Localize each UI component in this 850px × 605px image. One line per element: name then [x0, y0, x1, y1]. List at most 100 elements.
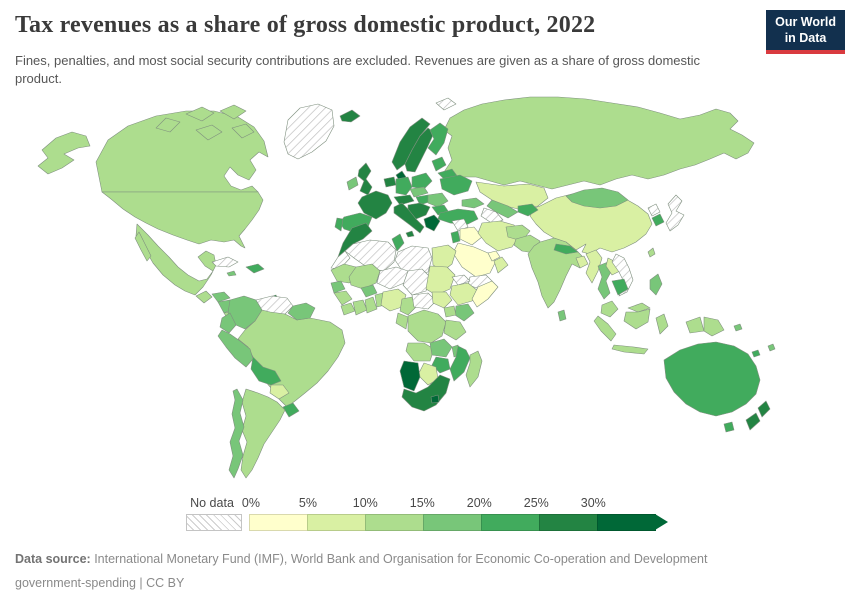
country-portugal[interactable] [334, 217, 344, 232]
country-egypt[interactable] [431, 244, 457, 272]
country-romania[interactable] [427, 192, 449, 208]
country-benelux[interactable] [383, 176, 397, 188]
country-france[interactable] [357, 190, 393, 220]
country-ukraine[interactable] [439, 174, 473, 196]
country-svalbard[interactable] [435, 97, 457, 111]
country-italy[interactable] [405, 230, 415, 238]
country-czech-slovakia[interactable] [409, 186, 429, 198]
country-madagascar[interactable] [465, 350, 483, 388]
country-new-caledonia[interactable] [751, 349, 761, 358]
country-indonesia[interactable] [685, 316, 705, 334]
country-tanzania[interactable] [443, 319, 467, 341]
country-brazil[interactable] [237, 309, 346, 408]
country-papua-new-guinea[interactable] [703, 316, 725, 337]
country-israel-jordan[interactable] [450, 230, 461, 244]
legend-bin-6[interactable] [597, 514, 656, 531]
country-peru[interactable] [217, 329, 254, 368]
country-fiji[interactable] [767, 343, 776, 352]
country-malaysia[interactable] [600, 300, 619, 318]
country-algeria[interactable] [344, 239, 397, 272]
country-austria-switzerland[interactable] [393, 194, 415, 206]
country-drc[interactable] [407, 309, 447, 344]
country-burkina-faso[interactable] [360, 284, 378, 298]
country-canada[interactable] [155, 117, 181, 133]
country-russia[interactable] [443, 96, 755, 190]
legend-bin-5[interactable] [539, 514, 598, 531]
country-venezuela[interactable] [255, 295, 294, 315]
legend-bin-2[interactable] [365, 514, 424, 531]
country-canada[interactable] [219, 104, 247, 120]
country-taiwan[interactable] [647, 247, 656, 258]
country-senegal[interactable] [330, 280, 346, 294]
country-solomon-islands[interactable] [733, 323, 743, 332]
country-mexico[interactable] [135, 223, 217, 296]
country-australia[interactable] [663, 341, 761, 417]
country-angola[interactable] [405, 342, 435, 362]
owid-logo[interactable]: Our World in Data [766, 10, 845, 55]
country-canada[interactable] [195, 124, 223, 141]
country-kyrgyzstan-tajikistan[interactable] [517, 203, 539, 217]
country-ethiopia[interactable] [449, 282, 479, 306]
country-usa[interactable] [37, 131, 91, 175]
country-caucasus[interactable] [461, 197, 485, 209]
country-uzbekistan[interactable] [486, 199, 519, 219]
country-bangladesh[interactable] [575, 255, 589, 269]
country-australia[interactable] [723, 421, 735, 433]
country-paraguay[interactable] [269, 384, 290, 400]
country-sierra-leone-liberia[interactable] [340, 302, 356, 316]
country-cuba[interactable] [211, 256, 239, 268]
country-lesotho[interactable] [430, 394, 440, 404]
country-philippines[interactable] [649, 273, 663, 296]
country-jamaica[interactable] [226, 270, 237, 277]
country-guatemala[interactable] [195, 290, 213, 304]
country-myanmar[interactable] [585, 249, 603, 284]
country-greece[interactable] [423, 214, 441, 232]
country-new-zealand[interactable] [745, 412, 761, 431]
country-bolivia[interactable] [250, 356, 282, 386]
country-canada[interactable] [185, 106, 215, 122]
country-indonesia[interactable] [611, 344, 649, 355]
license-badge[interactable]: CC BY [146, 575, 185, 590]
country-greenland[interactable] [283, 103, 335, 160]
country-cameroon[interactable] [399, 296, 417, 316]
country-congo-gabon[interactable] [395, 312, 409, 330]
country-guyana[interactable] [287, 302, 316, 321]
legend-bin-3[interactable] [423, 514, 482, 531]
country-chile[interactable] [228, 388, 245, 479]
country-kenya[interactable] [454, 303, 475, 322]
country-hispaniola[interactable] [245, 263, 265, 274]
country-eritrea[interactable] [451, 274, 471, 286]
country-chad[interactable] [402, 268, 431, 296]
country-finland[interactable] [427, 122, 449, 156]
country-ghana[interactable] [364, 296, 378, 314]
country-kazakhstan[interactable] [475, 181, 549, 211]
country-indonesia[interactable] [623, 308, 651, 330]
country-zambia[interactable] [429, 338, 453, 358]
country-iraq[interactable] [459, 226, 483, 246]
country-usa[interactable] [101, 191, 264, 249]
country-norway[interactable] [391, 117, 431, 171]
country-uganda[interactable] [443, 305, 457, 318]
country-uruguay[interactable] [282, 402, 300, 418]
country-sudan[interactable] [425, 265, 456, 296]
country-turkey[interactable] [437, 208, 479, 226]
country-ivory-coast[interactable] [352, 299, 368, 316]
country-north-korea[interactable] [647, 203, 661, 217]
country-canada[interactable] [95, 110, 269, 193]
country-baltics[interactable] [431, 156, 447, 172]
country-uk[interactable] [357, 162, 373, 196]
country-indonesia[interactable] [655, 313, 669, 335]
country-cambodia[interactable] [611, 278, 629, 296]
country-ireland[interactable] [346, 176, 359, 191]
country-canada[interactable] [231, 123, 255, 139]
country-vietnam[interactable] [611, 253, 634, 297]
country-libya[interactable] [394, 245, 433, 277]
country-india[interactable] [527, 237, 585, 309]
country-argentina[interactable] [240, 388, 286, 479]
country-guinea[interactable] [333, 290, 353, 306]
country-oman[interactable] [493, 256, 509, 274]
country-gulf-states[interactable] [487, 250, 501, 262]
country-iceland[interactable] [339, 109, 361, 123]
country-ecuador[interactable] [219, 312, 237, 334]
country-mexico[interactable] [134, 231, 152, 262]
